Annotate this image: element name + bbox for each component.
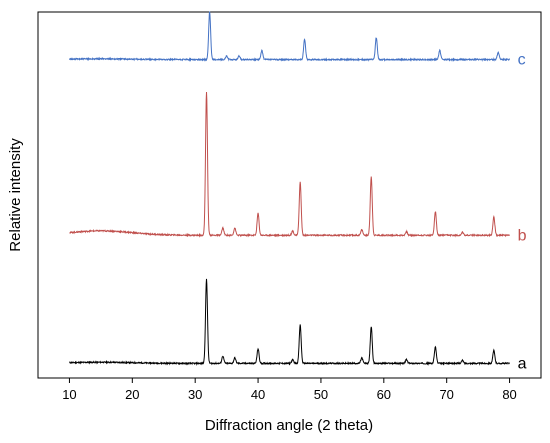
x-tick-label-20: 20 [125, 387, 139, 402]
y-axis-title: Relative intensity [7, 138, 24, 252]
plot-frame [37, 11, 542, 379]
x-axis-ticks [68, 378, 511, 383]
x-tick-label-80: 80 [502, 387, 516, 402]
series-label-a: a [518, 355, 527, 372]
x-tick-label-40: 40 [251, 387, 265, 402]
series-label-b: b [518, 227, 527, 244]
x-tick-label-50: 50 [314, 387, 328, 402]
series-line-c [68, 11, 511, 62]
series-label-c: c [518, 52, 526, 69]
x-tick-label-10: 10 [62, 387, 76, 402]
series-line-a [69, 278, 510, 366]
series-lines [68, 11, 511, 366]
x-tick-label-60: 60 [377, 387, 391, 402]
series-labels: a b c [518, 52, 527, 373]
x-axis-title: Diffraction angle (2 theta) [205, 417, 373, 434]
x-tick-label-30: 30 [188, 387, 202, 402]
x-axis-tick-labels: 10 20 30 40 50 60 70 80 [62, 387, 517, 402]
series-line-b [69, 91, 510, 238]
x-tick-label-70: 70 [439, 387, 453, 402]
